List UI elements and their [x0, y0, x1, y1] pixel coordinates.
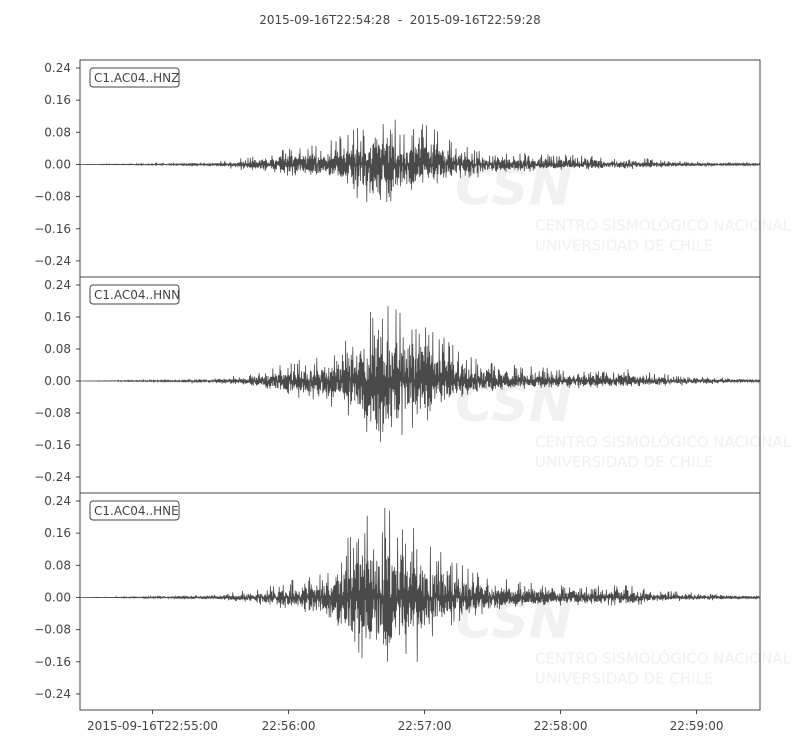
- watermark-line-2: UNIVERSIDAD DE CHILE: [535, 453, 713, 471]
- y-tick-label: 0.00: [44, 590, 71, 604]
- waveform-trace: [80, 306, 761, 443]
- waveform-trace: [80, 508, 761, 662]
- x-tick-label: 22:56:00: [262, 719, 316, 733]
- trace-legend-badge: [89, 284, 180, 305]
- y-tick-label: 0.24: [44, 494, 71, 508]
- y-tick-label: 0.08: [44, 125, 71, 139]
- y-tick-label: −0.08: [34, 406, 71, 420]
- y-tick-label: 0.00: [44, 374, 71, 388]
- trace-legend-label: C1.AC04..HNE: [94, 504, 179, 518]
- panel-frame: [79, 492, 761, 711]
- y-tick-label: −0.16: [34, 655, 71, 669]
- y-tick-label: 0.24: [44, 278, 71, 292]
- watermark-line-1: CENTRO SISMOLÓGICO NACIONAL: [535, 432, 792, 451]
- x-tick-label: 22:58:00: [534, 719, 588, 733]
- watermark-line-1: CENTRO SISMOLÓGICO NACIONAL: [535, 648, 792, 667]
- watermark-line-1: CENTRO SISMOLÓGICO NACIONAL: [535, 215, 792, 234]
- x-tick-label: 22:59:00: [670, 719, 724, 733]
- watermark-line-2: UNIVERSIDAD DE CHILE: [535, 669, 713, 687]
- y-tick-label: 0.00: [44, 157, 71, 171]
- title-end-time: 2015-09-16T22:59:28: [409, 13, 541, 27]
- trace-legend-badge: [89, 500, 180, 521]
- y-tick-label: −0.24: [34, 470, 71, 484]
- y-tick-label: −0.16: [34, 438, 71, 452]
- y-tick-label: −0.08: [34, 623, 71, 637]
- y-tick-label: 0.08: [44, 558, 71, 572]
- waveform-trace: [80, 119, 761, 203]
- chart-title: 2015-09-16T22:54:28 - 2015-09-16T22:59:2…: [0, 13, 800, 27]
- title-start-time: 2015-09-16T22:54:28: [259, 13, 391, 27]
- title-separator: -: [390, 13, 410, 27]
- y-tick-label: −0.16: [34, 222, 71, 236]
- y-tick-label: 0.24: [44, 61, 71, 75]
- x-tick-label: 2015-09-16T22:55:00: [87, 719, 218, 733]
- y-tick-label: −0.08: [34, 190, 71, 204]
- y-tick-label: 0.16: [44, 310, 71, 324]
- y-tick-label: 0.16: [44, 93, 71, 107]
- trace-legend-label: C1.AC04..HNZ: [94, 71, 179, 85]
- y-tick-label: −0.24: [34, 254, 71, 268]
- y-tick-label: 0.08: [44, 342, 71, 356]
- y-tick-label: −0.24: [34, 687, 71, 701]
- x-tick-label: 22:57:00: [398, 719, 452, 733]
- trace-legend-badge: [89, 67, 180, 88]
- trace-legend-label: C1.AC04..HNN: [94, 288, 180, 302]
- watermark-line-2: UNIVERSIDAD DE CHILE: [535, 236, 713, 254]
- y-tick-label: 0.16: [44, 526, 71, 540]
